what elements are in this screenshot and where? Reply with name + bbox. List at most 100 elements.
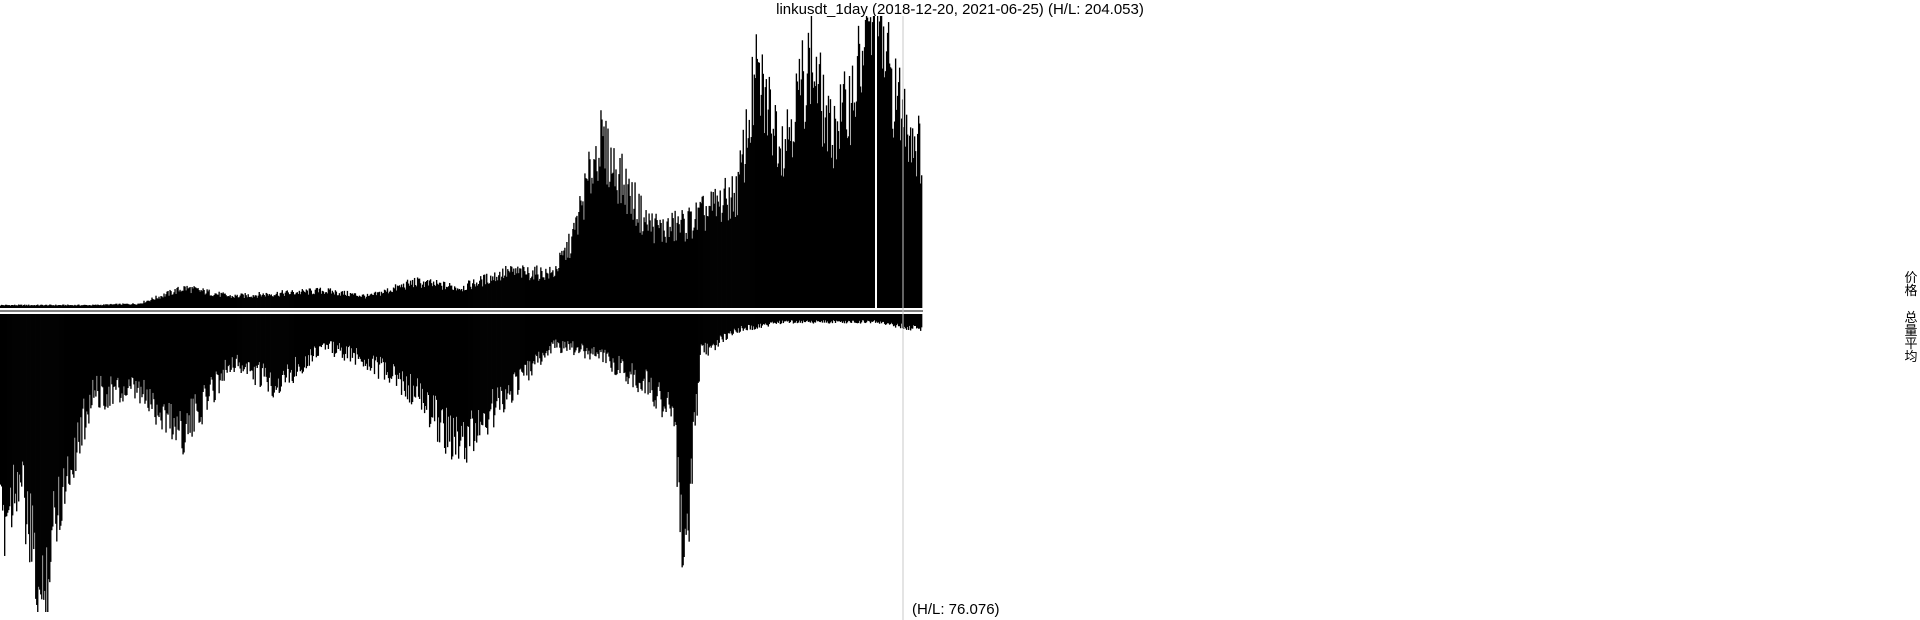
volume-bar (576, 314, 578, 348)
volume-bar (10, 314, 12, 488)
volume-bar (416, 314, 419, 379)
price-bar (219, 296, 221, 308)
volume-bar (122, 314, 124, 402)
volume-bar (317, 314, 320, 356)
price-bar (95, 304, 97, 308)
price-bar (799, 95, 802, 308)
volume-bar (326, 314, 329, 346)
volume-bar (473, 314, 475, 452)
volume-bar (778, 314, 781, 321)
price-bar (636, 219, 638, 308)
price-bar (556, 269, 558, 308)
volume-bar (846, 314, 849, 323)
volume-bar (25, 314, 27, 545)
volume-bar (112, 314, 114, 404)
price-bar (695, 202, 697, 308)
price-bar (38, 305, 40, 308)
volume-bar (6, 314, 8, 517)
price-bar (624, 204, 626, 308)
price-bar (565, 259, 567, 308)
volume-bar (145, 314, 147, 401)
volume-bar (514, 314, 516, 373)
volume-bar (322, 314, 325, 344)
price-bar (569, 258, 571, 308)
price-bar (357, 296, 360, 308)
price-bar (602, 136, 604, 308)
volume-bar (663, 314, 665, 407)
volume-bar (296, 314, 298, 372)
price-bar (839, 84, 842, 308)
price-bar (371, 294, 374, 308)
volume-bar (612, 314, 614, 359)
volume-bar (205, 314, 207, 397)
price-bar (654, 218, 656, 308)
price-bar (316, 287, 319, 308)
volume-bar (896, 314, 899, 324)
volume-bar (247, 314, 249, 363)
volume-bar (47, 314, 49, 612)
volume-bar (459, 314, 461, 447)
volume-bar (802, 314, 805, 321)
volume-bar (395, 314, 398, 386)
volume-bar (101, 314, 103, 387)
price-bar (86, 304, 88, 308)
volume-bar (78, 314, 80, 442)
price-bar (680, 219, 682, 308)
volume-bar (133, 314, 135, 385)
price-bar (682, 213, 684, 308)
price-bar (591, 177, 593, 308)
volume-bar (460, 314, 462, 441)
price-bar (198, 290, 200, 308)
price-bar (157, 298, 159, 308)
price-bar (236, 294, 238, 308)
price-bar (205, 293, 207, 308)
price-bar (697, 207, 699, 308)
price-bar (738, 174, 740, 308)
volume-bar (841, 314, 844, 323)
volume-bar (476, 314, 478, 443)
price-bar (533, 279, 535, 308)
price-bar (68, 305, 70, 308)
volume-bar (599, 314, 601, 350)
price-bar (74, 304, 76, 308)
volume-bar (700, 314, 702, 345)
volume-bar (252, 314, 254, 380)
price-bar (229, 295, 231, 308)
price-bar (129, 304, 131, 308)
volume-bar (107, 314, 109, 408)
price-bar (16, 305, 18, 308)
price-bar (130, 304, 132, 308)
price-bar (325, 292, 328, 308)
price-bar (768, 76, 771, 308)
price-bar (269, 295, 271, 308)
price-bar (494, 272, 496, 308)
price-bar (33, 305, 35, 308)
price-bar (848, 75, 851, 309)
volume-bar (596, 314, 598, 353)
price-bar (704, 230, 706, 308)
volume-bar (555, 314, 557, 340)
volume-bar (110, 314, 112, 377)
price-bar (137, 303, 139, 308)
volume-bar (872, 314, 875, 322)
volume-bar (639, 314, 641, 384)
volume-bar (680, 314, 682, 495)
price-bar (491, 280, 493, 308)
volume-bar (676, 314, 678, 487)
price-bar (127, 303, 129, 308)
volume-bar (126, 314, 128, 395)
price-bar (300, 291, 302, 308)
price-bar (11, 305, 13, 308)
price-bar (56, 305, 58, 308)
price-bar (519, 268, 521, 308)
price-bar (385, 291, 388, 308)
volume-bar (708, 314, 710, 348)
volume-bar (147, 314, 149, 408)
volume-bar (52, 314, 54, 527)
volume-bar (773, 314, 776, 323)
price-bar (734, 216, 736, 308)
price-bar (131, 304, 133, 308)
volume-bar (86, 314, 88, 412)
price-bar (122, 303, 124, 308)
volume-bar (630, 314, 632, 375)
